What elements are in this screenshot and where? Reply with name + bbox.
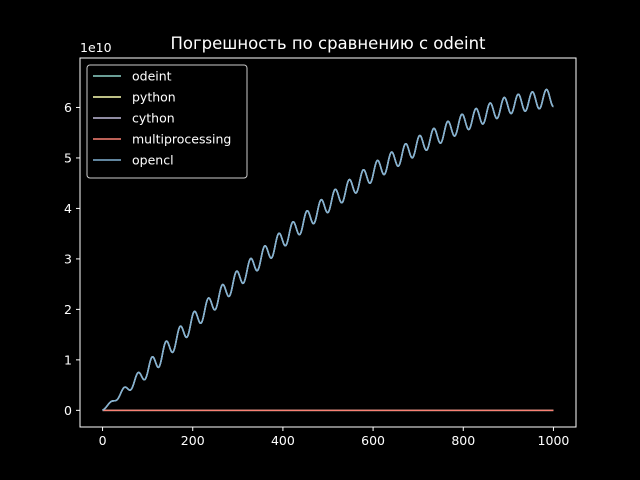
x-tick-label: 200 <box>181 433 205 448</box>
y-tick-label: 5 <box>64 150 72 165</box>
y-offset-text: 1e10 <box>80 40 112 55</box>
series-line-opencl <box>102 88 554 411</box>
legend-label-multiprocessing: multiprocessing <box>132 132 231 147</box>
axes: 0 200 400 600 800 1000 0 1 2 3 4 5 6 <box>64 57 577 448</box>
x-tick-label: 0 <box>99 433 107 448</box>
plot-area <box>102 88 554 412</box>
x-tick-label: 800 <box>451 433 475 448</box>
x-tick-label: 400 <box>271 433 295 448</box>
chart-title: Погрешность по сравнению с odeint <box>170 34 486 53</box>
y-tick-label: 0 <box>64 403 72 418</box>
x-tick-label: 600 <box>361 433 385 448</box>
legend-label-cython: cython <box>132 111 175 126</box>
y-tick-label: 6 <box>64 100 72 115</box>
legend-label-python: python <box>132 90 176 105</box>
legend: odeint python cython multiprocessing opencl <box>86 64 248 179</box>
legend-box <box>86 64 248 179</box>
legend-label-odeint: odeint <box>132 69 172 84</box>
y-tick-label: 3 <box>64 251 72 266</box>
y-tick-label: 2 <box>64 302 72 317</box>
y-tick-label: 4 <box>64 201 72 216</box>
y-tick-label: 1 <box>64 352 72 367</box>
x-tick-label: 1000 <box>538 433 570 448</box>
legend-label-opencl: opencl <box>132 153 174 168</box>
axes-frame <box>79 57 577 428</box>
